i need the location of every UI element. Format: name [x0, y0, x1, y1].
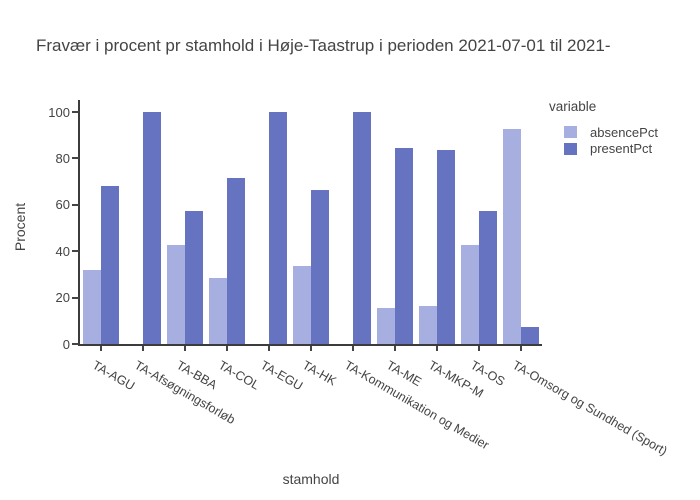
y-tick-mark	[72, 250, 79, 253]
x-tick-mark	[394, 346, 396, 351]
x-tick-label: TA-COL	[216, 358, 262, 393]
bar-presentPct-TA-COL[interactable]	[227, 178, 245, 344]
y-tick-mark	[72, 296, 79, 299]
bar-presentPct-TA-AGU[interactable]	[101, 186, 119, 344]
chart-title: Fravær i procent pr stamhold i Høje-Taas…	[36, 36, 611, 55]
x-tick-mark	[268, 346, 270, 351]
x-tick-label: TA-HK	[300, 358, 339, 389]
x-axis-title: stamhold	[282, 471, 340, 487]
legend-item-absencePct[interactable]: absencePct	[549, 124, 658, 141]
bar-absencePct-TA-OS[interactable]	[461, 245, 479, 344]
bar-absencePct-TA-Omsorg og Sundhed (Sport)[interactable]	[503, 129, 521, 344]
legend-swatch-absencePct	[564, 126, 577, 139]
bar-presentPct-TA-MKP-M[interactable]	[437, 150, 455, 344]
legend-title: variable	[549, 99, 597, 114]
x-tick-mark	[100, 346, 102, 351]
bar-presentPct-TA-EGU[interactable]	[269, 112, 287, 344]
y-tick-mark	[72, 203, 79, 206]
bar-absencePct-TA-HK[interactable]	[293, 266, 311, 344]
y-tick-mark	[72, 343, 79, 345]
bar-presentPct-TA-ME[interactable]	[395, 147, 413, 344]
bar-presentPct-TA-Kommunikation og Medier[interactable]	[353, 112, 371, 344]
y-tick-mark	[72, 157, 79, 160]
bar-presentPct-TA-BBA[interactable]	[185, 210, 203, 344]
y-tick-mark	[72, 111, 79, 113]
x-axis-line	[78, 344, 542, 346]
x-tick-mark	[520, 346, 522, 351]
x-tick-mark	[226, 346, 228, 351]
legend-item-label: absencePct	[590, 124, 658, 140]
y-axis-title: Procent	[12, 202, 28, 252]
bar-absencePct-TA-AGU[interactable]	[83, 269, 101, 344]
x-tick-label: TA-AGU	[90, 358, 138, 394]
y-tick-label: 40	[55, 243, 70, 259]
bar-presentPct-TA-Afsøgningsforløb[interactable]	[143, 112, 161, 344]
bar-absencePct-TA-COL[interactable]	[209, 277, 227, 344]
x-tick-mark	[184, 346, 186, 351]
bar-presentPct-TA-OS[interactable]	[479, 210, 497, 344]
x-tick-mark	[310, 346, 312, 351]
legend-item-presentPct[interactable]: presentPct	[549, 141, 658, 158]
x-tick-label: TA-Omsorg og Sundhed (Sport)	[510, 358, 670, 459]
bar-absencePct-TA-ME[interactable]	[377, 308, 395, 344]
x-tick-mark	[142, 346, 144, 351]
bar-presentPct-TA-HK[interactable]	[311, 189, 329, 344]
y-tick-label: 20	[55, 290, 70, 306]
bar-presentPct-TA-Omsorg og Sundhed (Sport)[interactable]	[521, 326, 539, 344]
y-tick-label: 0	[62, 336, 70, 352]
y-axis-line	[78, 100, 80, 346]
y-tick-label: 100	[48, 104, 70, 120]
x-tick-mark	[478, 346, 480, 351]
y-tick-label: 80	[55, 150, 70, 166]
legend-item-label: presentPct	[590, 141, 653, 157]
bar-absencePct-TA-BBA[interactable]	[167, 245, 185, 344]
x-tick-mark	[436, 346, 438, 351]
x-tick-label: TA-EGU	[258, 358, 306, 394]
legend: variable absencePct presentPct	[549, 99, 658, 157]
y-tick-label: 60	[55, 197, 70, 213]
x-tick-mark	[352, 346, 354, 351]
legend-swatch-presentPct	[564, 142, 577, 155]
bar-absencePct-TA-MKP-M[interactable]	[419, 305, 437, 344]
